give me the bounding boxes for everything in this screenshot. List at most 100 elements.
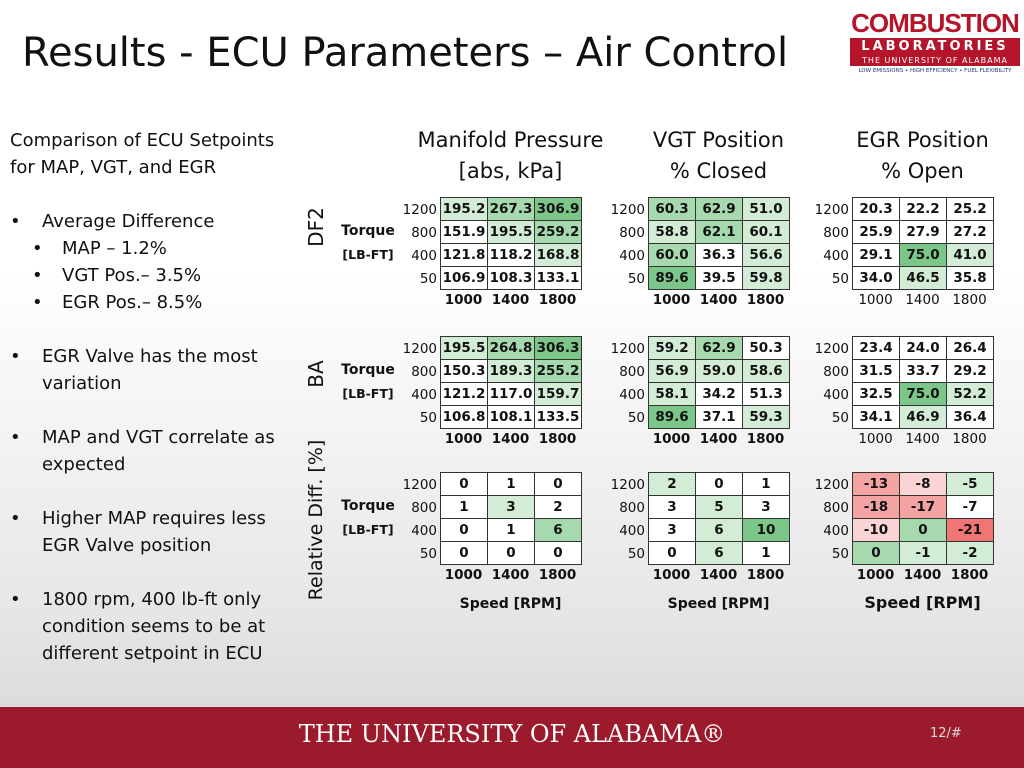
col-label: 1800 [538, 292, 577, 308]
table-cell: 0 [899, 518, 947, 542]
table-cell: -21 [946, 518, 994, 542]
table-cell: 3 [648, 495, 696, 519]
col-label: 1000 [858, 292, 893, 308]
row-label: 800 [411, 225, 437, 241]
table-cell: 0 [440, 518, 488, 542]
col-label: 1400 [699, 292, 738, 308]
param-header: VGT Position % Closed [609, 125, 829, 187]
footer-bar [0, 707, 1024, 768]
table-cell: 24.0 [899, 336, 947, 360]
table-cell: 133.5 [534, 405, 582, 429]
table-cell: 27.9 [899, 220, 947, 244]
col-label: 1800 [746, 292, 785, 308]
row-label: 50 [419, 271, 437, 287]
table-cell: -5 [946, 472, 994, 496]
table-cell: 39.5 [695, 266, 743, 290]
slide-title: Results - ECU Parameters – Air Control [22, 30, 789, 76]
table-cell: 3 [487, 495, 535, 519]
row-label: 1200 [610, 202, 645, 218]
table-cell: 34.2 [695, 382, 743, 406]
row-label: 1200 [610, 477, 645, 493]
bullet: MAP and VGT correlate as expected [10, 424, 300, 478]
col-label: 1800 [746, 567, 785, 583]
table-cell: 0 [695, 472, 743, 496]
table-cell: -17 [899, 495, 947, 519]
table-cell: 29.2 [946, 359, 994, 383]
sub-bullet: EGR Pos.– 8.5% [10, 289, 300, 316]
table-cell: 259.2 [534, 220, 582, 244]
bullet: 1800 rpm, 400 lb-ft only condition seems… [10, 586, 300, 667]
group-label: Relative Diff. [%] [305, 439, 327, 601]
table-cell: 2 [534, 495, 582, 519]
table-cell: -13 [852, 472, 900, 496]
intro: Comparison of ECU Setpoints for MAP, VGT… [10, 130, 275, 178]
param-unit: % Closed [669, 159, 768, 183]
row-label: 400 [823, 248, 849, 264]
table-cell: 34.1 [852, 405, 900, 429]
table-cell: 34.0 [852, 266, 900, 290]
table-cell: 3 [742, 495, 790, 519]
col-label: 1800 [950, 567, 989, 583]
table-cell: 255.2 [534, 359, 582, 383]
table-cell: 75.0 [899, 382, 947, 406]
table-cell: 0 [534, 472, 582, 496]
row-label: 400 [823, 387, 849, 403]
table-cell: 106.8 [440, 405, 488, 429]
row-label: 1200 [814, 202, 849, 218]
row-label: 1200 [814, 477, 849, 493]
table-cell: 150.3 [440, 359, 488, 383]
table-cell: 264.8 [487, 336, 535, 360]
param-name: VGT Position [652, 128, 785, 152]
table-cell: 37.1 [695, 405, 743, 429]
row-label: 50 [419, 546, 437, 562]
table-cell: 189.3 [487, 359, 535, 383]
table-cell: 1 [440, 495, 488, 519]
col-label: 1800 [746, 431, 785, 447]
table-cell: -2 [946, 541, 994, 565]
col-label: 1400 [699, 567, 738, 583]
bullet: EGR Valve has the most variation [10, 343, 300, 397]
table-cell: 133.1 [534, 266, 582, 290]
table-cell: 58.6 [742, 359, 790, 383]
col-label: 1000 [444, 292, 483, 308]
torque-label: Torque [341, 498, 395, 514]
col-label: 1800 [538, 431, 577, 447]
logo-tagline: LOW EMISSIONS • HIGH EFFICIENCY • FUEL F… [858, 68, 1012, 74]
torque-unit: [LB-FT] [342, 522, 394, 537]
table-cell: 32.5 [852, 382, 900, 406]
col-label: 1800 [952, 292, 987, 308]
col-label: 1400 [491, 567, 530, 583]
param-header: EGR Position % Open [813, 125, 1024, 187]
speed-label: Speed [RPM] [667, 596, 770, 612]
table-cell: 36.3 [695, 243, 743, 267]
row-label: 1200 [402, 341, 437, 357]
table-cell: 50.3 [742, 336, 790, 360]
table-cell: 58.1 [648, 382, 696, 406]
col-label: 1000 [652, 292, 691, 308]
table-cell: 6 [695, 518, 743, 542]
table-cell: 108.3 [487, 266, 535, 290]
param-header: Manifold Pressure [abs, kPa] [401, 125, 621, 187]
table-cell: 60.1 [742, 220, 790, 244]
row-label: 400 [619, 523, 645, 539]
table-cell: 35.8 [946, 266, 994, 290]
row-label: 800 [823, 225, 849, 241]
sub-bullet: VGT Pos.– 3.5% [10, 262, 300, 289]
table-cell: 0 [534, 541, 582, 565]
table-cell: 195.5 [440, 336, 488, 360]
row-label: 800 [619, 225, 645, 241]
speed-label: Speed [RPM] [459, 596, 562, 612]
col-label: 1400 [903, 567, 942, 583]
table-cell: 59.0 [695, 359, 743, 383]
table-cell: -7 [946, 495, 994, 519]
footer-university: THE UNIVERSITY OF ALABAMA® [298, 720, 726, 748]
col-label: 1400 [491, 292, 530, 308]
page-number: 12/# [930, 726, 962, 741]
row-label: 400 [619, 387, 645, 403]
table-cell: 118.2 [487, 243, 535, 267]
sub-bullet: MAP – 1.2% [10, 235, 300, 262]
table-cell: 23.4 [852, 336, 900, 360]
speed-label: Speed [RPM] [864, 593, 981, 612]
row-label: 1200 [402, 202, 437, 218]
